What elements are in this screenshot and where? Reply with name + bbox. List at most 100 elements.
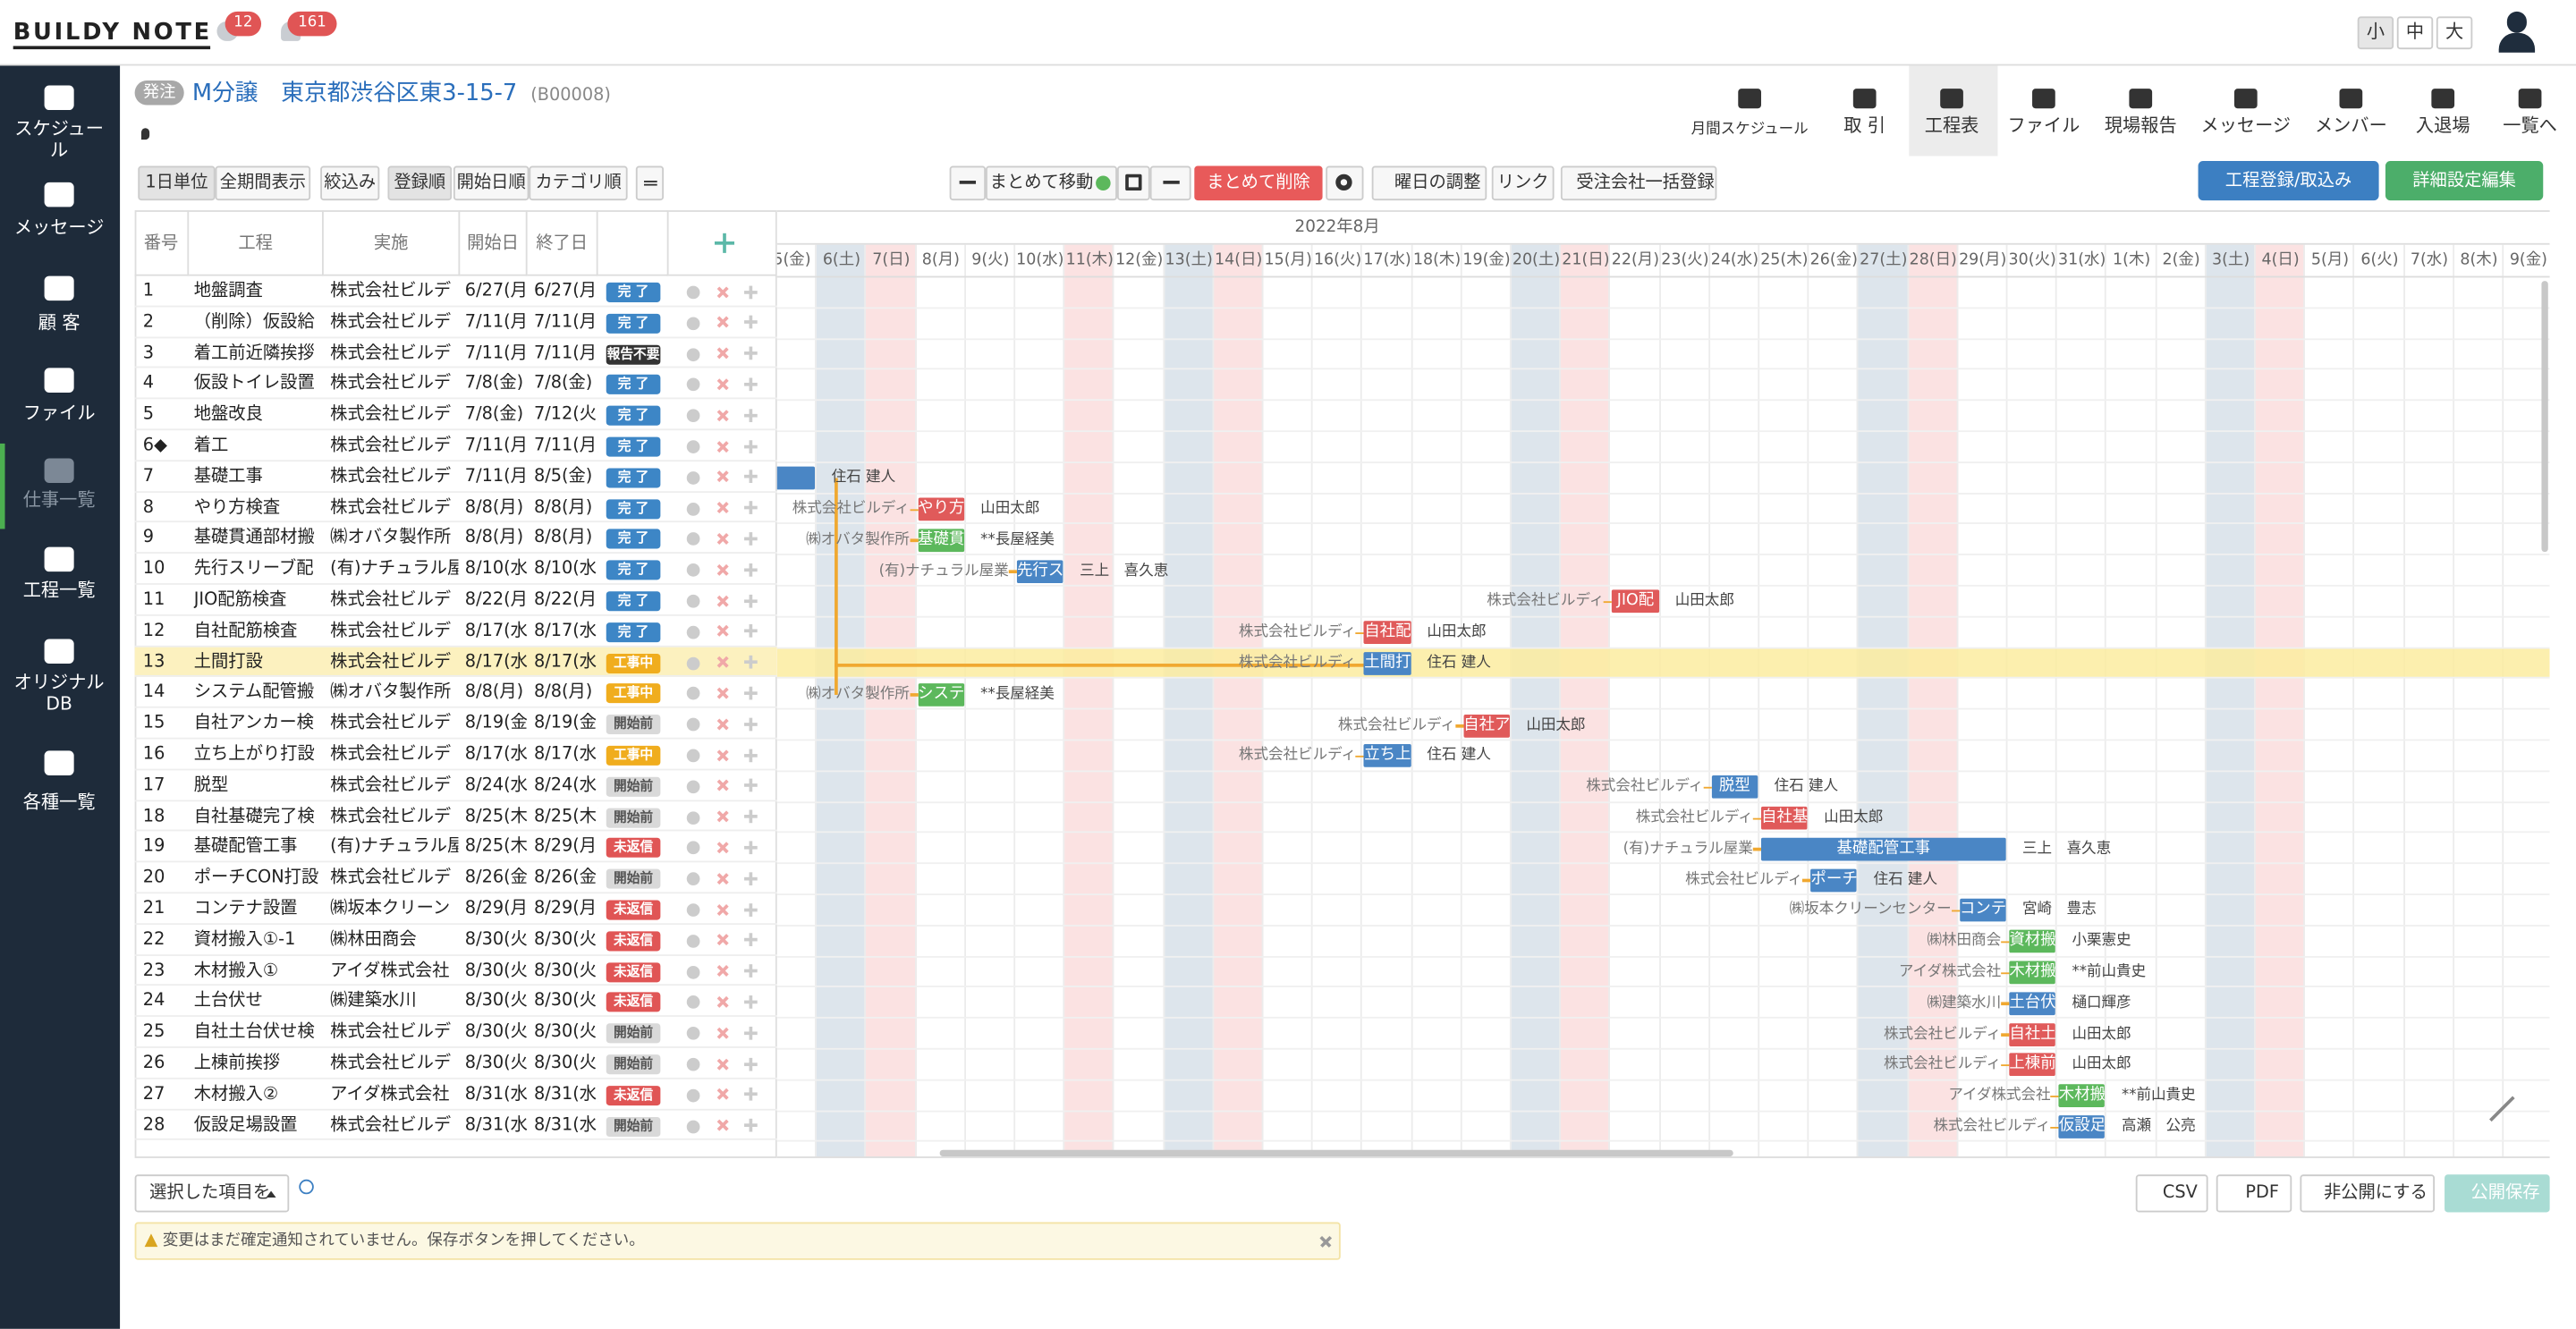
tab[interactable]: 月間スケジュール — [1690, 121, 1809, 139]
gantt-bar[interactable]: やり方 — [917, 497, 964, 521]
button[interactable]: 絞込み — [320, 165, 380, 201]
day-line — [1162, 244, 1165, 1157]
gantt-bar[interactable]: ポーチ — [1810, 868, 1858, 892]
bar-company: 株式会社ビルディ — [1884, 1026, 2002, 1043]
footer-button[interactable]: PDF — [2216, 1174, 2292, 1213]
tab[interactable]: ファイル — [2007, 114, 2080, 137]
tab[interactable]: 工程表 — [1924, 114, 1979, 137]
button[interactable]: 登録順 — [387, 165, 453, 201]
tab[interactable]: 入退場 — [2415, 114, 2470, 137]
gantt-bar[interactable]: 仮設足 — [2058, 1115, 2106, 1139]
gantt-bar[interactable]: 自社配 — [1364, 621, 1411, 645]
tab[interactable]: メンバー — [2314, 114, 2387, 137]
button[interactable]: 1日単位 — [138, 165, 216, 201]
button[interactable] — [1116, 165, 1150, 201]
cell: 8/8(月) — [464, 681, 524, 703]
button[interactable]: 開始日順 — [453, 165, 530, 201]
tab[interactable]: 取 引 — [1843, 114, 1886, 137]
register-button[interactable]: 工程登録/取込み — [2198, 161, 2379, 201]
button[interactable] — [635, 165, 665, 201]
gantt-bar[interactable]: 上棟前 — [2009, 1054, 2056, 1077]
gantt-bar[interactable] — [776, 466, 816, 490]
tab[interactable]: メッセージ — [2200, 114, 2292, 137]
row-line — [134, 984, 777, 986]
gantt-bar[interactable]: コンテ — [1959, 899, 2006, 923]
size-button[interactable]: 中 — [2396, 16, 2434, 50]
cell: 8/29(月) — [533, 836, 598, 857]
status-badge: 開始前 — [606, 1116, 661, 1137]
bar-arrow — [2001, 1064, 2010, 1067]
tab-icon — [1940, 89, 1963, 109]
tab[interactable]: 一覧へ — [2503, 114, 2557, 137]
sidebar-item[interactable]: メッセージ — [13, 216, 105, 239]
sidebar-item[interactable]: スケジュール — [14, 118, 104, 162]
bell-badge[interactable]: 161 — [287, 11, 337, 37]
add-row-icon — [749, 933, 753, 947]
footer-button[interactable]: 公開保存 — [2445, 1174, 2550, 1213]
gantt-bar[interactable]: 基礎配管工事 — [1760, 837, 2006, 861]
cell: 8/17(水) — [533, 744, 598, 765]
remove-icon — [686, 1088, 700, 1103]
gantt-bar[interactable]: 木材搬 — [2009, 961, 2056, 985]
gantt-bar[interactable]: 立ち上 — [1364, 744, 1411, 768]
chat-badge[interactable]: 12 — [225, 11, 262, 37]
bar-arrow — [2001, 940, 2010, 944]
row-highlight — [776, 648, 2550, 680]
gantt-bar[interactable]: 資材搬 — [2009, 929, 2056, 953]
button[interactable]: 全期間表示 — [215, 165, 311, 201]
row-line — [776, 800, 2550, 803]
add-row-icon — [749, 779, 753, 792]
bar-person: **前山貴史 — [2072, 964, 2147, 981]
day-header: 6(土) — [817, 245, 867, 278]
gantt-bar[interactable]: 自社基 — [1760, 806, 1808, 830]
size-button[interactable]: 小 — [2357, 16, 2394, 50]
gantt-bar[interactable]: 木材搬 — [2058, 1084, 2106, 1108]
cell: 6◆ — [142, 435, 167, 455]
gantt-bar[interactable]: 基礎貫 — [917, 529, 964, 552]
remove-icon — [686, 285, 700, 300]
sidebar-item[interactable]: 工程一覧 — [22, 580, 96, 602]
footer-button[interactable]: CSV — [2135, 1174, 2208, 1213]
button[interactable]: 曜日の調整 — [1371, 165, 1487, 201]
gantt-bar[interactable]: 土台伏 — [2009, 992, 2056, 1015]
row-line — [134, 428, 777, 431]
row-line — [776, 522, 2550, 525]
cell: 10 — [142, 558, 165, 579]
select-button[interactable]: 選択した項目を — [134, 1174, 290, 1213]
day-header: 11(木) — [1064, 245, 1114, 278]
cell: 18 — [142, 806, 165, 826]
sidebar-active — [0, 443, 5, 529]
settings-button[interactable]: 詳細設定編集 — [2385, 161, 2544, 201]
button[interactable]: まとめて削除 — [1194, 165, 1323, 201]
sidebar-item[interactable]: オリジナルDB — [13, 672, 105, 715]
sidebar-item[interactable]: 各種一覧 — [22, 791, 96, 814]
day-line — [914, 244, 917, 1157]
tab-icon — [1852, 89, 1877, 109]
bar-arrow — [2050, 1126, 2059, 1129]
gantt-bar[interactable]: 先行ス — [1016, 559, 1063, 583]
gantt-bar[interactable]: システ — [917, 682, 964, 707]
day-line — [1311, 244, 1313, 1157]
location-icon — [140, 128, 150, 140]
button[interactable]: まとめて移動 — [986, 165, 1117, 201]
day-line — [1807, 244, 1809, 1157]
cell: 株式会社ビルデ — [330, 435, 452, 455]
gantt-bar[interactable]: 脱型 — [1711, 775, 1758, 799]
tab[interactable]: 現場報告 — [2104, 114, 2177, 137]
row-line — [776, 986, 2550, 988]
sidebar-item[interactable]: 仕事一覧 — [22, 489, 96, 512]
bar-person: 住石 建人 — [1774, 778, 1839, 796]
sidebar-item[interactable]: 顧 客 — [38, 311, 80, 334]
gantt-bar[interactable]: JIO配 — [1612, 590, 1659, 614]
sidebar-item[interactable]: ファイル — [22, 402, 96, 424]
footer-button[interactable]: 非公開にする — [2300, 1174, 2436, 1213]
row-line — [776, 615, 2550, 618]
button[interactable]: カテゴリ順 — [529, 165, 628, 201]
gantt-bar[interactable]: 土間打 — [1364, 652, 1411, 675]
cell: 7/11(月) — [533, 311, 598, 332]
button[interactable]: 受注会社一括登録 — [1560, 165, 1717, 201]
button[interactable]: リンク — [1491, 165, 1555, 201]
gantt-bar[interactable]: 自社ア — [1463, 714, 1510, 737]
gantt-bar[interactable]: 自社土 — [2009, 1022, 2056, 1046]
size-button[interactable]: 大 — [2436, 16, 2473, 50]
